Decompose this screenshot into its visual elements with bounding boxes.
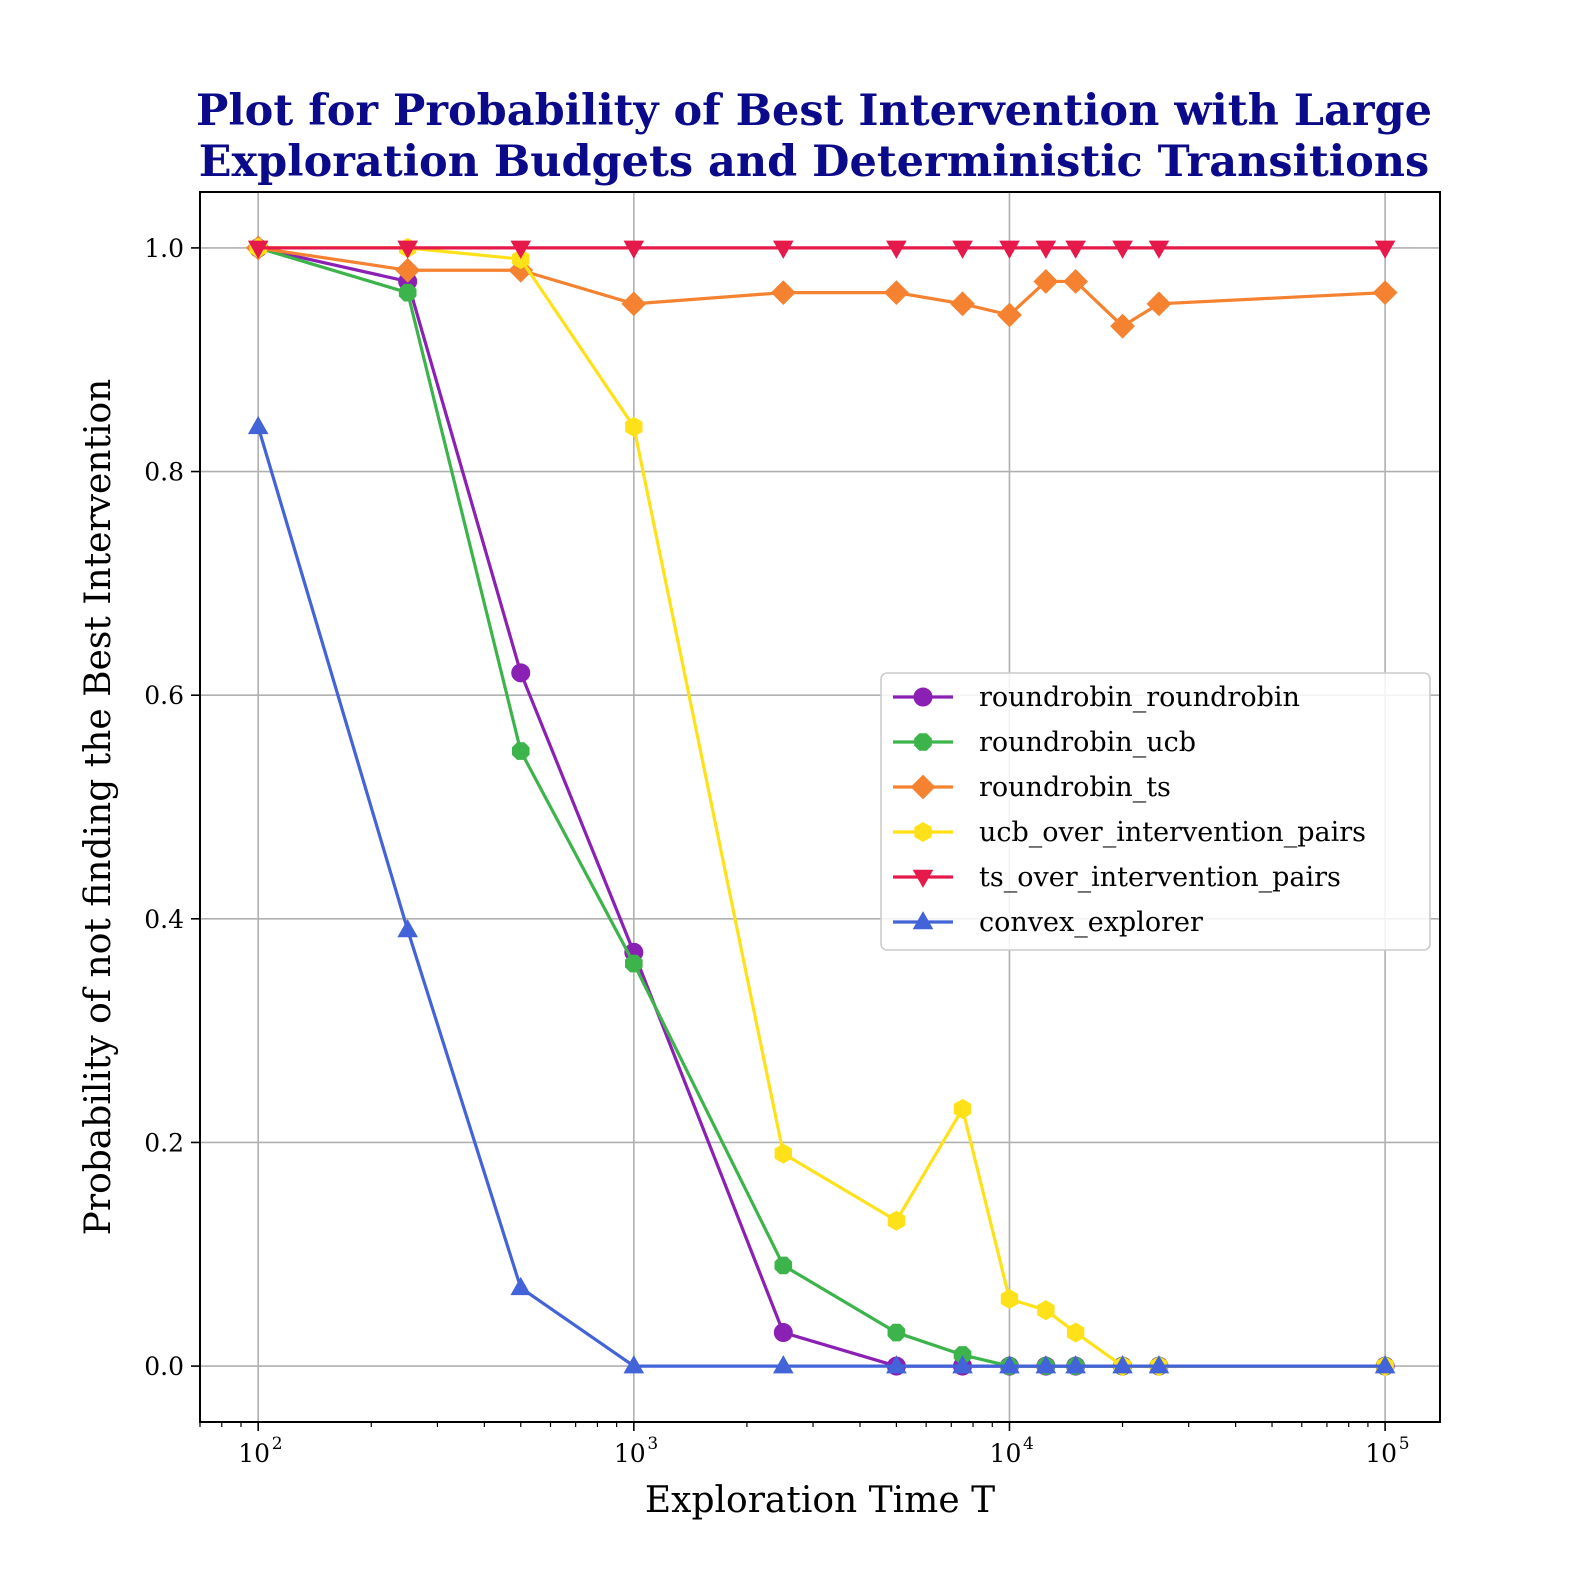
legend-label: convex_explorer: [979, 907, 1203, 938]
data-point: [773, 1323, 793, 1343]
y-tick-label: 0.6: [144, 681, 184, 710]
x-tick-label: 10: [990, 1439, 1022, 1468]
x-tick-label: 10: [238, 1439, 270, 1468]
data-point: [774, 1143, 792, 1164]
legend-swatch-marker: [910, 774, 936, 800]
data-point: [1374, 240, 1396, 259]
x-tick-label: 10: [614, 1439, 646, 1468]
legend-swatch-marker: [914, 733, 932, 751]
legend-label: ucb_over_intervention_pairs: [979, 817, 1366, 848]
data-point: [1148, 1355, 1170, 1374]
data-point: [999, 240, 1020, 259]
data-point: [1000, 1288, 1019, 1310]
legend-item: ucb_over_intervention_pairs: [893, 817, 1366, 848]
chart-title-line-1: Plot for Probability of Best Interventio…: [196, 86, 1432, 136]
data-point: [1374, 1355, 1396, 1374]
legend-swatch-marker: [914, 821, 932, 843]
data-point: [952, 240, 973, 259]
data-point: [952, 1355, 973, 1374]
legend-item: roundrobin_roundrobin: [893, 682, 1300, 713]
data-point: [247, 240, 269, 259]
data-point: [953, 1098, 972, 1119]
legend-item: roundrobin_ts: [893, 772, 1171, 803]
data-point: [1110, 313, 1135, 339]
y-tick-label: 0.8: [144, 458, 184, 487]
data-point: [511, 742, 530, 760]
data-point: [1065, 1355, 1086, 1374]
x-tick-label: 10: [1365, 1439, 1397, 1468]
chart-title: Plot for Probability of Best Interventio…: [196, 86, 1432, 187]
data-point: [1037, 1300, 1055, 1321]
plot-area-frame: [199, 191, 1441, 1423]
data-point: [886, 240, 907, 259]
data-point: [510, 240, 532, 259]
data-point: [887, 1323, 906, 1342]
legend-swatch-marker: [913, 687, 933, 707]
data-point: [886, 1355, 907, 1374]
data-point: [397, 240, 418, 259]
x-axis-label: Exploration Time T: [645, 1480, 995, 1521]
legend-label: roundrobin_ucb: [979, 727, 1196, 758]
y-tick-label: 0.4: [144, 905, 184, 934]
data-point: [1148, 240, 1170, 259]
x-tick-label-exponent: 5: [1399, 1434, 1410, 1454]
data-point: [950, 291, 975, 317]
data-point: [770, 280, 796, 306]
data-point: [510, 1276, 532, 1296]
data-point: [1035, 240, 1057, 259]
legend-box: [880, 672, 1431, 951]
legend-label: roundrobin_ts: [979, 772, 1171, 803]
data-point: [1035, 1355, 1057, 1374]
data-point: [773, 1355, 794, 1374]
data-point: [625, 954, 643, 973]
data-point: [621, 291, 647, 317]
data-point: [623, 240, 645, 259]
x-tick-label-exponent: 4: [1023, 1434, 1034, 1454]
data-point: [398, 283, 417, 302]
series-roundrobin_ts: [245, 235, 1398, 339]
legend-label: ts_over_intervention_pairs: [979, 862, 1341, 893]
data-point: [773, 240, 794, 259]
y-tick-label: 1.0: [144, 234, 184, 263]
data-point: [397, 919, 418, 938]
legend-item: ts_over_intervention_pairs: [893, 862, 1341, 893]
data-point: [887, 1210, 906, 1231]
x-tick-label-exponent: 3: [647, 1434, 658, 1454]
legend: roundrobin_roundrobin roundrobin_ucbround…: [880, 672, 1431, 951]
data-point: [774, 1256, 793, 1275]
data-point: [1065, 240, 1086, 259]
plot-series: [245, 235, 1398, 1377]
chart-title-line-2: Exploration Budgets and Deterministic Tr…: [199, 137, 1429, 187]
y-axis-label: Probability of not finding the Best Inte…: [78, 379, 119, 1236]
y-tick-label: 0.2: [144, 1128, 184, 1157]
data-point: [1112, 1355, 1133, 1374]
x-tick-label-exponent: 2: [272, 1434, 283, 1454]
data-point: [623, 1355, 645, 1374]
data-point: [1063, 269, 1089, 294]
legend-label: roundrobin_roundrobin: [979, 682, 1300, 713]
data-point: [1033, 269, 1059, 294]
legend-swatch-marker: [912, 911, 934, 930]
legend-swatch-marker: [912, 869, 934, 888]
data-point: [999, 1355, 1020, 1374]
legend-item: roundrobin_ucb: [893, 727, 1196, 758]
data-point: [1112, 240, 1133, 259]
data-point: [247, 415, 269, 435]
legend-item: convex_explorer: [893, 907, 1203, 938]
data-point: [625, 416, 643, 437]
data-point: [1146, 291, 1172, 317]
data-point: [1372, 280, 1398, 306]
series-ts_over_intervention_pairs: [247, 240, 1396, 259]
y-tick-label: 0.0: [144, 1352, 184, 1381]
data-point: [1066, 1322, 1085, 1343]
axis-ticks: 10 2 10 3 10 4 10 50.00.20.40.60.81.0: [144, 234, 1409, 1468]
data-point: [511, 663, 531, 683]
data-point: [883, 280, 909, 306]
data-point: [395, 257, 421, 283]
data-point: [997, 302, 1022, 328]
series-convex_explorer: [247, 415, 1396, 1374]
